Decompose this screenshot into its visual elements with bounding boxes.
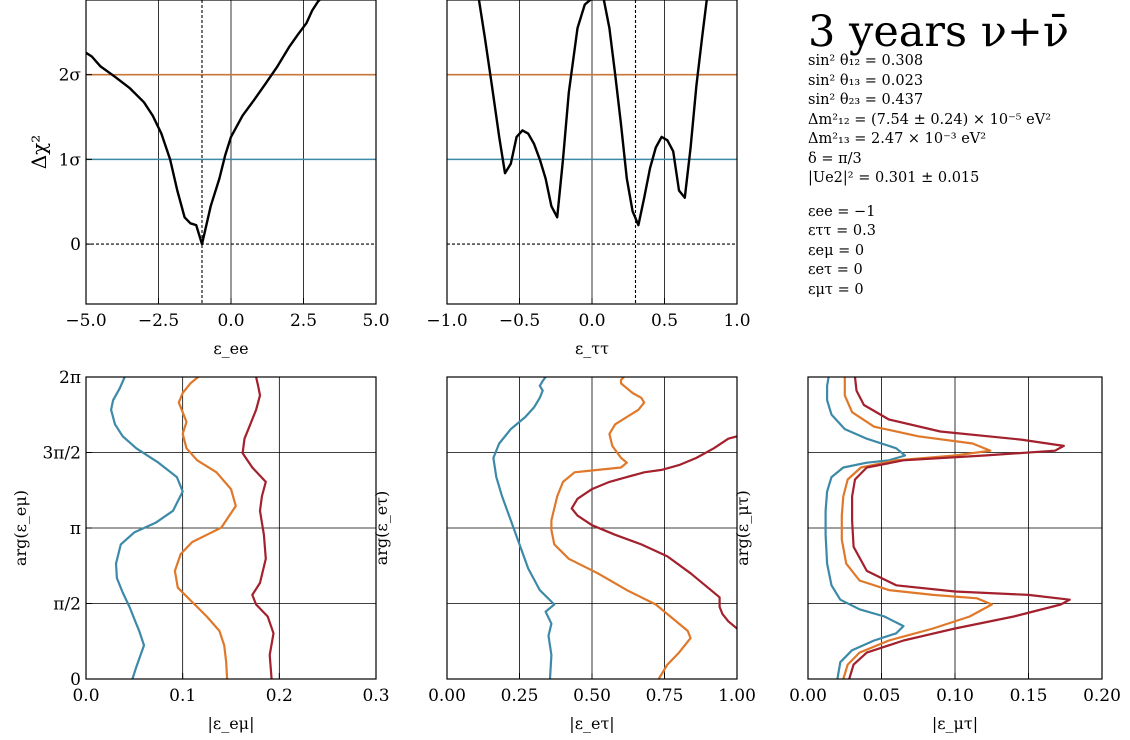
- x-tick-label: 5.0: [362, 311, 389, 331]
- param-line: sin² θ₁₃ = 0.023: [808, 72, 924, 89]
- series-line-1: [173, 377, 237, 679]
- panel-arg-emu: 0.0 0.1 0.2 0.3 |ε_eμ| 0 π/2 π 3π/2 2π arg(ε_eμ): [11, 368, 390, 733]
- panel-arg-etau: 0.00 0.25 0.50 0.75 1.00 |ε_eτ| arg(ε_eτ): [372, 376, 756, 733]
- x-axis-label: |ε_eτ|: [569, 714, 614, 733]
- x-tick-label: 0.1: [169, 686, 196, 706]
- x-tick-label: −2.5: [138, 311, 179, 331]
- y-tick-label: 3π/2: [42, 444, 81, 464]
- panel-arg-mutau: 0.00 0.05 0.10 0.15 0.20 |ε_μτ| arg(ε_μτ): [733, 376, 1121, 733]
- x-tick-label: 0.05: [863, 686, 901, 706]
- x-tick-label: 0.00: [428, 686, 466, 706]
- series-line-1: [550, 377, 692, 679]
- nsi-line: εee = −1: [808, 203, 876, 220]
- panel-chi2-ee: −5.0 −2.5 0.0 2.5 5.0 ε_ee 0 1σ 2σ 3σ Δχ²: [27, 0, 390, 358]
- y-tick-label: 3σ: [59, 0, 82, 1]
- y-tick-label: 2π: [59, 368, 81, 388]
- x-axis-label: ε_ττ: [575, 339, 609, 358]
- param-line: Δm²₁₃ = 2.47 × 10⁻³ eV²: [808, 131, 987, 147]
- x-tick-label: 0.10: [936, 686, 974, 706]
- x-tick-label: 0.0: [72, 686, 99, 706]
- param-line: sin² θ₂₃ = 0.437: [808, 92, 924, 108]
- x-axis-label: |ε_μτ|: [932, 714, 978, 733]
- y-axis-label: arg(ε_μτ): [733, 490, 752, 565]
- y-tick-label: π/2: [53, 595, 81, 615]
- series-line-2: [848, 377, 1071, 679]
- y-tick-label: 1σ: [59, 150, 82, 170]
- series-line-0: [824, 377, 907, 679]
- series-line-1: [840, 377, 993, 679]
- x-tick-label: 0.50: [573, 686, 611, 706]
- plot-area: [447, 0, 737, 304]
- nsi-line: εeτ = 0: [808, 262, 863, 278]
- y-tick-label: 0: [70, 670, 81, 690]
- y-tick-label: 0: [70, 235, 81, 255]
- x-tick-label: 0.25: [501, 686, 539, 706]
- y-axis-label: arg(ε_eμ): [11, 490, 30, 566]
- nsi-line: εττ = 0.3: [808, 223, 876, 239]
- plot-area: [86, 377, 376, 679]
- x-tick-label: 0.5: [651, 311, 678, 331]
- x-tick-label: −5.0: [65, 311, 106, 331]
- param-line: Δm²₁₂ = (7.54 ± 0.24) × 10⁻⁵ eV²: [808, 111, 1052, 128]
- nsi-line: εeμ = 0: [808, 242, 865, 259]
- parameter-legend: 3 years ν+ν̄ sin² θ₁₂ = 0.308 sin² θ₁₃ =…: [808, 7, 1126, 300]
- series-line-0: [86, 0, 322, 246]
- x-tick-label: 0.20: [1083, 686, 1121, 706]
- x-tick-label: 0.75: [646, 686, 684, 706]
- x-tick-label: 0.0: [217, 311, 244, 331]
- series-line-0: [492, 377, 556, 679]
- plot-area: [86, 0, 376, 304]
- x-tick-label: 1.00: [718, 686, 756, 706]
- x-tick-label: −0.5: [499, 311, 540, 331]
- legend-title: 3 years ν+ν̄: [808, 7, 1070, 57]
- y-tick-label: π: [70, 519, 81, 539]
- y-tick-label: 2σ: [59, 66, 82, 86]
- param-line: |Ue2|² = 0.301 ± 0.015: [808, 170, 980, 186]
- param-line: δ = π/3: [808, 150, 862, 167]
- plot-area: [808, 377, 1102, 679]
- y-axis-label: arg(ε_eτ): [372, 491, 391, 566]
- series-line-0: [109, 377, 184, 679]
- x-tick-label: 0.2: [266, 686, 293, 706]
- x-tick-label: −1.0: [426, 311, 467, 331]
- x-axis-label: |ε_eμ|: [208, 714, 255, 733]
- plot-area: [447, 377, 737, 679]
- series-line-2: [570, 435, 737, 630]
- x-tick-label: 0.0: [578, 311, 605, 331]
- x-axis-label: ε_ee: [213, 339, 248, 358]
- x-tick-label: 0.3: [362, 686, 389, 706]
- x-tick-label: 1.0: [723, 311, 750, 331]
- x-tick-label: 2.5: [290, 311, 317, 331]
- x-tick-label: 0.00: [789, 686, 827, 706]
- y-axis-label: Δχ²: [27, 135, 51, 170]
- series-line-0: [477, 0, 708, 227]
- series-line-2: [241, 377, 275, 679]
- param-line: sin² θ₁₂ = 0.308: [808, 53, 924, 69]
- panel-chi2-tt: −1.0 −0.5 0.0 0.5 1.0 ε_ττ: [426, 0, 751, 358]
- x-tick-label: 0.15: [1010, 686, 1048, 706]
- nsi-line: εμτ = 0: [808, 281, 864, 298]
